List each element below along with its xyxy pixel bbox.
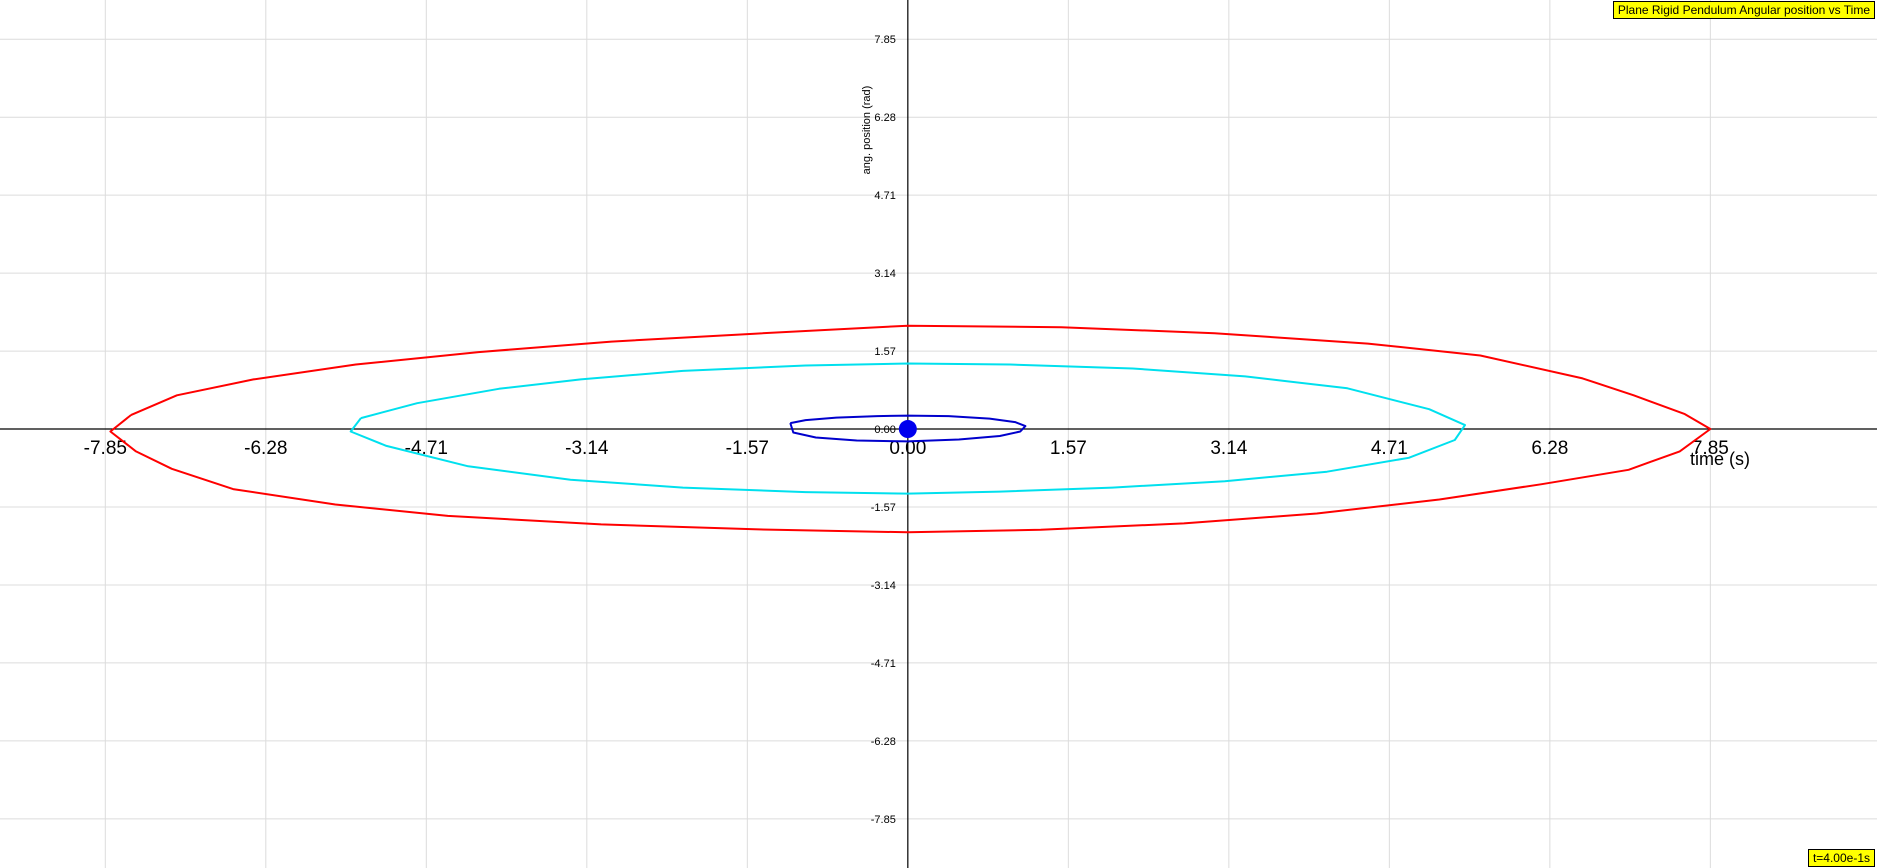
x-tick-label: 6.28 (1531, 438, 1568, 459)
x-tick-label: 1.57 (1050, 438, 1087, 459)
y-tick-label: 4.71 (874, 190, 895, 202)
y-tick-label: -6.28 (871, 736, 896, 748)
x-tick-label: 7.85 (1692, 438, 1729, 459)
y-tick-labels: 7.85 6.28 4.71 3.14 1.57 0.00 -1.57 -3.14 -4.71 -… (871, 34, 896, 826)
y-tick-label: 0.00 (874, 424, 895, 436)
current-point-marker[interactable] (898, 420, 917, 439)
chart-title-badge: Plane Rigid Pendulum Angular position vs… (1612, 1, 1875, 19)
y-tick-label: -4.71 (871, 658, 896, 670)
series-group (109, 324, 1712, 534)
y-tick-label: 6.28 (874, 112, 895, 124)
x-tick-label: -6.28 (244, 438, 287, 459)
y-tick-label: 3.14 (874, 268, 895, 280)
y-axis-label: ang. position (rad) (861, 86, 873, 175)
series-line-1 (109, 324, 1712, 534)
x-tick-label: -1.57 (726, 438, 769, 459)
x-tick-label: -3.14 (565, 438, 609, 459)
y-tick-label: -7.85 (871, 814, 896, 826)
x-tick-label: 0.00 (889, 438, 926, 459)
x-tick-label: -7.85 (84, 438, 127, 459)
x-tick-labels: -7.85 -6.28 -4.71 -3.14 -1.57 0.00 1.57 3.14 4.7… (84, 438, 1729, 459)
time-readout-badge: t=4.00e-1s (1807, 849, 1875, 867)
x-tick-label: 4.71 (1371, 438, 1408, 459)
y-tick-label: 1.57 (874, 346, 895, 358)
series-line-3 (789, 414, 1027, 443)
x-axis-label: time (s) (1690, 449, 1750, 469)
y-tick-label: -3.14 (871, 580, 896, 592)
x-tick-label: 3.14 (1210, 438, 1247, 459)
series-line-2 (349, 362, 1466, 495)
y-tick-label: 7.85 (874, 34, 895, 46)
y-tick-label: -1.57 (871, 502, 896, 514)
